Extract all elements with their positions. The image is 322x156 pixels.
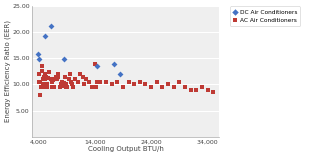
AC Air Conditioners (95, 81, 100, 83)
AC Air Conditioners (166, 83, 171, 86)
AC Air Conditioners (36, 81, 41, 83)
AC Air Conditioners (44, 86, 49, 88)
Y-axis label: Energy Efficiency Ratio (EER): Energy Efficiency Ratio (EER) (4, 20, 11, 122)
AC Air Conditioners (75, 81, 80, 83)
AC Air Conditioners (64, 83, 69, 86)
AC Air Conditioners (154, 81, 159, 83)
AC Air Conditioners (54, 75, 59, 78)
AC Air Conditioners (115, 81, 120, 83)
DC Air Conditioners (95, 64, 100, 67)
AC Air Conditioners (57, 86, 62, 88)
AC Air Conditioners (42, 86, 47, 88)
DC Air Conditioners (112, 63, 117, 65)
AC Air Conditioners (44, 83, 50, 86)
DC Air Conditioners (61, 58, 66, 60)
AC Air Conditioners (120, 86, 126, 88)
AC Air Conditioners (84, 78, 89, 80)
AC Air Conditioners (82, 83, 87, 86)
AC Air Conditioners (132, 83, 137, 86)
AC Air Conditioners (205, 88, 210, 91)
AC Air Conditioners (98, 81, 103, 83)
AC Air Conditioners (70, 83, 75, 86)
AC Air Conditioners (89, 86, 94, 88)
AC Air Conditioners (177, 81, 182, 83)
AC Air Conditioners (137, 81, 142, 83)
DC Air Conditioners (48, 25, 53, 27)
DC Air Conditioners (36, 58, 41, 61)
AC Air Conditioners (56, 75, 61, 78)
AC Air Conditioners (47, 71, 52, 74)
AC Air Conditioners (78, 73, 83, 75)
AC Air Conditioners (37, 73, 42, 75)
AC Air Conditioners (103, 81, 109, 83)
AC Air Conditioners (126, 81, 131, 83)
AC Air Conditioners (81, 75, 86, 78)
AC Air Conditioners (66, 78, 71, 80)
AC Air Conditioners (68, 81, 73, 83)
AC Air Conditioners (93, 86, 98, 88)
AC Air Conditioners (49, 81, 54, 83)
AC Air Conditioners (52, 78, 58, 80)
AC Air Conditioners (65, 86, 70, 88)
AC Air Conditioners (38, 81, 43, 83)
AC Air Conditioners (148, 86, 154, 88)
AC Air Conditioners (46, 77, 51, 79)
AC Air Conditioners (40, 65, 45, 67)
X-axis label: Cooling Output BTU/h: Cooling Output BTU/h (88, 146, 164, 152)
AC Air Conditioners (183, 86, 188, 88)
AC Air Conditioners (40, 83, 45, 86)
AC Air Conditioners (39, 70, 44, 73)
AC Air Conditioners (171, 86, 176, 88)
AC Air Conditioners (43, 75, 49, 78)
Legend: DC Air Conditioners, AC Air Conditioners: DC Air Conditioners, AC Air Conditioners (230, 6, 300, 26)
AC Air Conditioners (72, 78, 77, 80)
AC Air Conditioners (41, 75, 46, 78)
AC Air Conditioners (143, 83, 148, 86)
AC Air Conditioners (199, 86, 204, 88)
AC Air Conditioners (43, 73, 48, 75)
AC Air Conditioners (55, 73, 61, 75)
AC Air Conditioners (211, 91, 216, 94)
AC Air Conditioners (60, 84, 65, 87)
DC Air Conditioners (35, 53, 41, 55)
AC Air Conditioners (55, 78, 60, 80)
AC Air Conditioners (59, 81, 64, 83)
AC Air Conditioners (109, 83, 114, 86)
AC Air Conditioners (41, 78, 46, 80)
AC Air Conditioners (58, 83, 63, 86)
AC Air Conditioners (61, 82, 66, 85)
DC Air Conditioners (42, 35, 47, 37)
AC Air Conditioners (194, 88, 199, 91)
AC Air Conditioners (50, 79, 55, 82)
AC Air Conditioners (188, 88, 193, 91)
AC Air Conditioners (63, 86, 68, 88)
AC Air Conditioners (62, 75, 67, 78)
AC Air Conditioners (37, 94, 43, 96)
AC Air Conditioners (51, 86, 56, 88)
AC Air Conditioners (86, 81, 91, 83)
AC Air Conditioners (50, 86, 55, 88)
AC Air Conditioners (71, 86, 76, 88)
DC Air Conditioners (118, 72, 123, 75)
AC Air Conditioners (67, 73, 72, 75)
AC Air Conditioners (92, 62, 97, 65)
AC Air Conditioners (48, 78, 53, 80)
AC Air Conditioners (42, 78, 47, 80)
AC Air Conditioners (38, 86, 43, 88)
AC Air Conditioners (160, 86, 165, 88)
